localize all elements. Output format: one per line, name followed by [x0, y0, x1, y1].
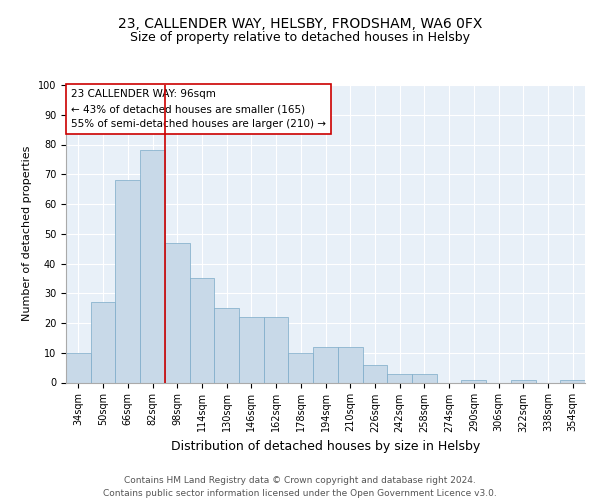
Y-axis label: Number of detached properties: Number of detached properties: [22, 146, 32, 322]
Bar: [214, 308, 239, 382]
Bar: [461, 380, 486, 382]
Bar: [362, 364, 387, 382]
Bar: [66, 353, 91, 382]
Bar: [115, 180, 140, 382]
X-axis label: Distribution of detached houses by size in Helsby: Distribution of detached houses by size …: [171, 440, 480, 453]
Text: 23, CALLENDER WAY, HELSBY, FRODSHAM, WA6 0FX: 23, CALLENDER WAY, HELSBY, FRODSHAM, WA6…: [118, 18, 482, 32]
Bar: [264, 317, 289, 382]
Bar: [165, 242, 190, 382]
Bar: [511, 380, 536, 382]
Bar: [140, 150, 165, 382]
Bar: [412, 374, 437, 382]
Bar: [190, 278, 214, 382]
Bar: [560, 380, 585, 382]
Bar: [239, 317, 264, 382]
Text: Contains HM Land Registry data © Crown copyright and database right 2024.
Contai: Contains HM Land Registry data © Crown c…: [103, 476, 497, 498]
Text: Size of property relative to detached houses in Helsby: Size of property relative to detached ho…: [130, 31, 470, 44]
Bar: [289, 353, 313, 382]
Bar: [91, 302, 115, 382]
Bar: [313, 347, 338, 382]
Bar: [387, 374, 412, 382]
Bar: [338, 347, 362, 382]
Text: 23 CALLENDER WAY: 96sqm
← 43% of detached houses are smaller (165)
55% of semi-d: 23 CALLENDER WAY: 96sqm ← 43% of detache…: [71, 90, 326, 129]
